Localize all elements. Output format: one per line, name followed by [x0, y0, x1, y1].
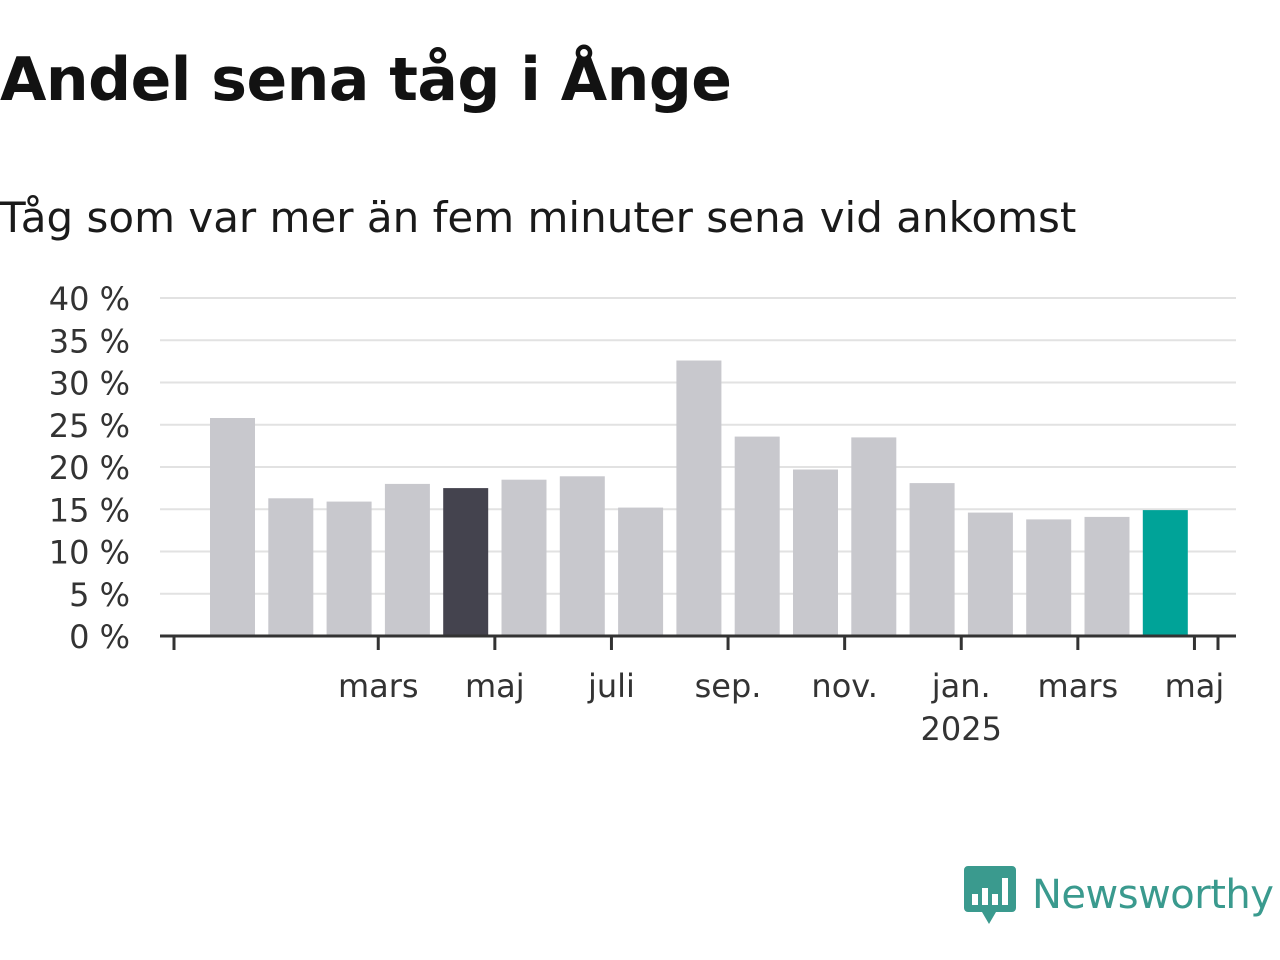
y-tick-label: 30 % [49, 365, 130, 403]
x-tick-label: maj [1165, 667, 1225, 705]
x-axis [160, 634, 1236, 650]
chart-title: Andel sena tåg i Ånge [0, 45, 732, 115]
x-axis-tick-labels: mars maj juli sep. nov. jan. 2025 mars maj [338, 667, 1224, 748]
bar-15 [1026, 519, 1072, 636]
newsworthy-brand: Newsworthy [964, 862, 1274, 928]
bar-14 [967, 512, 1013, 636]
bar-3 [326, 501, 372, 636]
x-tick-year-label: 2025 [921, 710, 1002, 748]
y-tick-label: 10 % [49, 534, 130, 572]
y-tick-label: 5 % [69, 576, 130, 614]
x-tick-label: juli [587, 667, 635, 705]
bar-8 [618, 507, 664, 636]
bar-chart: 0 %5 %10 %15 %20 %25 %30 %35 %40 % mars m… [49, 280, 1236, 748]
chart-subtitle: Tåg som var mer än fem minuter sena vid … [0, 193, 1077, 242]
y-tick-label: 35 % [49, 322, 130, 360]
x-tick-label: mars [338, 667, 419, 705]
x-tick-label: jan. [931, 667, 991, 705]
bars [210, 360, 1188, 636]
newsworthy-logo-icon [964, 866, 1016, 924]
bar-17 [1142, 510, 1188, 636]
y-tick-label: 40 % [49, 280, 130, 318]
bar-5 [443, 488, 489, 636]
y-tick-label: 20 % [49, 449, 130, 487]
bar-13 [909, 483, 955, 636]
x-tick-label: nov. [811, 667, 877, 705]
bar-9 [676, 360, 722, 636]
x-tick-label: sep. [695, 667, 762, 705]
y-axis-tick-labels: 0 % 5 % 10 % 15 % 20 % 25 % 30 % 35 % 40 % [49, 280, 130, 656]
bar-2 [268, 498, 314, 636]
bar-11 [793, 469, 838, 636]
bar-6 [501, 479, 547, 636]
y-tick-label: 0 % [69, 618, 130, 656]
bar-12 [851, 437, 897, 636]
brand-name: Newsworthy [1032, 872, 1274, 918]
bar-7 [559, 476, 605, 636]
x-tick-label: maj [465, 667, 525, 705]
bar-4 [384, 483, 430, 636]
x-tick-label: mars [1038, 667, 1119, 705]
y-tick-label: 25 % [49, 407, 130, 445]
bar-1 [210, 418, 255, 636]
y-tick-label: 15 % [49, 491, 130, 529]
bar-16 [1084, 516, 1130, 636]
bar-10 [734, 436, 780, 636]
